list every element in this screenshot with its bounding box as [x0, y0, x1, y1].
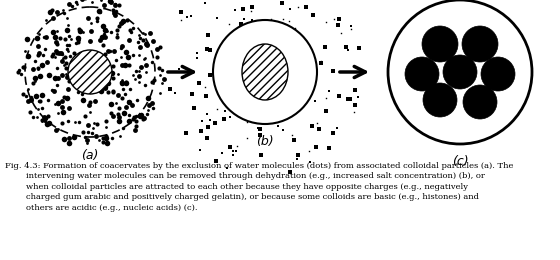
Circle shape: [68, 50, 112, 94]
Circle shape: [405, 57, 439, 91]
Circle shape: [443, 55, 477, 89]
Circle shape: [462, 26, 498, 62]
Circle shape: [423, 83, 457, 117]
Circle shape: [422, 26, 458, 62]
Text: (b): (b): [256, 135, 274, 148]
Text: (c): (c): [452, 155, 468, 168]
Circle shape: [481, 57, 515, 91]
Circle shape: [213, 20, 317, 124]
Text: Fig. 4.3: Formation of coacervates by the exclusion of water molecules (dots) fr: Fig. 4.3: Formation of coacervates by th…: [5, 162, 514, 212]
Ellipse shape: [242, 44, 288, 100]
Circle shape: [463, 85, 497, 119]
Circle shape: [388, 0, 532, 144]
Text: (a): (a): [81, 148, 99, 161]
